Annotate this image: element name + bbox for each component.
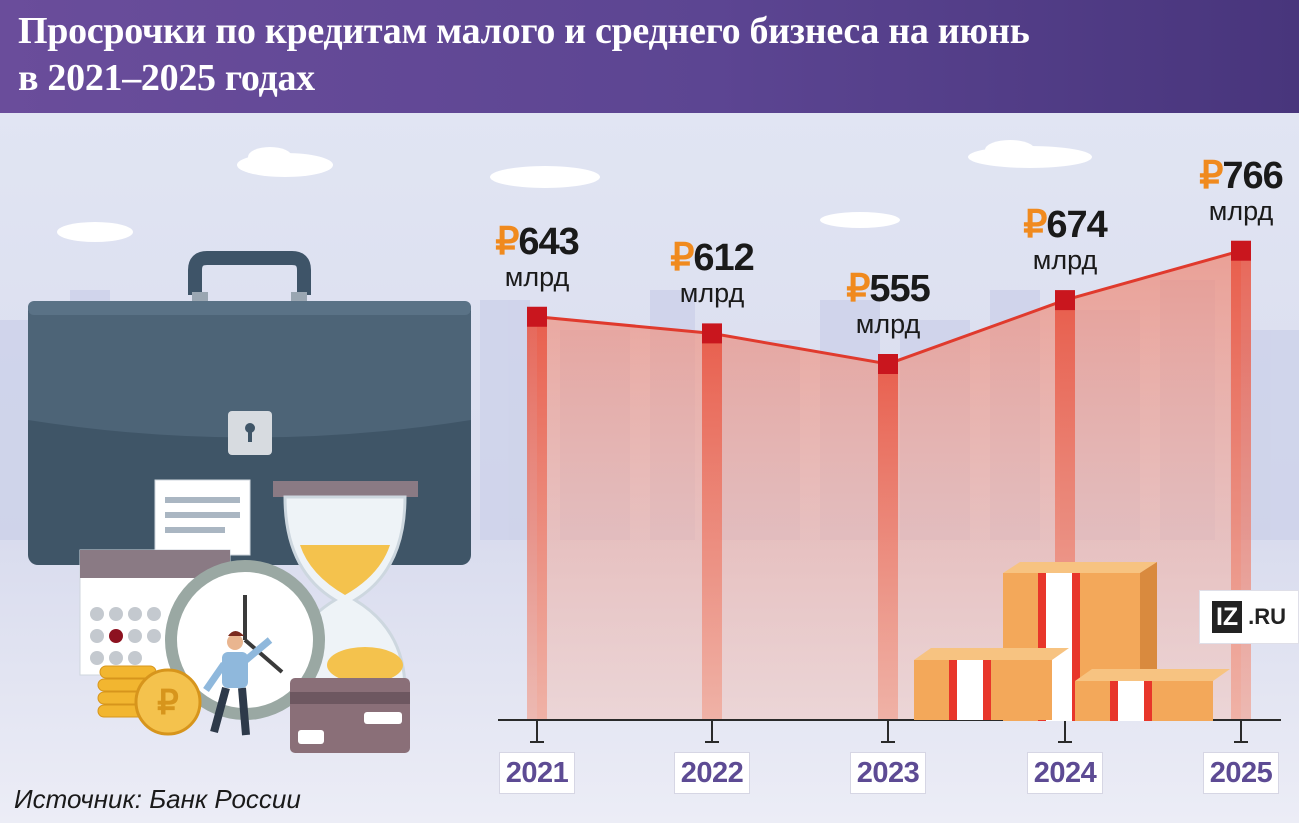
data-label-value: ₽612 — [632, 238, 792, 278]
clock-icon — [165, 560, 325, 720]
data-point-2025 — [1231, 240, 1251, 261]
cash-stacks — [914, 562, 1230, 721]
data-label-number: 612 — [693, 237, 754, 280]
data-label-2024: ₽674 млрд — [985, 205, 1145, 275]
data-label-number: 555 — [869, 268, 930, 310]
value-column-2025 — [1231, 250, 1251, 720]
iz-ru-logo: IZ .RU — [1199, 590, 1299, 644]
data-label-unit: млрд — [679, 278, 745, 309]
ruble-coin-icon: ₽ — [134, 668, 202, 736]
header-banner: Просрочки по кредитам малого и среднего … — [0, 0, 1299, 113]
title-line-1: Просрочки по кредитам малого и среднего … — [18, 10, 1030, 52]
currency-symbol: ₽ — [1023, 204, 1047, 247]
clouds — [57, 140, 1092, 242]
data-label-value: ₽555 — [808, 269, 968, 309]
logo-domain: .RU — [1248, 604, 1287, 629]
value-column-2021 — [527, 316, 547, 720]
logo-mark: IZ — [1211, 601, 1243, 633]
x-tick-label-2025: 2025 — [1203, 752, 1279, 794]
data-label-unit: млрд — [1208, 195, 1274, 226]
currency-symbol: ₽ — [846, 268, 870, 310]
data-label-value: ₽643 — [457, 222, 617, 262]
currency-symbol: ₽ — [1199, 154, 1223, 197]
data-point-2022 — [702, 323, 722, 344]
currency-symbol: ₽ — [495, 220, 519, 263]
svg-text:₽: ₽ — [157, 684, 179, 722]
data-label-2025: ₽766 млрд — [1161, 156, 1299, 226]
data-point-2024 — [1055, 290, 1075, 311]
receipt-icon — [154, 479, 251, 556]
x-tick-label-2022: 2022 — [674, 752, 750, 794]
value-column-2022 — [702, 333, 722, 720]
data-label-2022: ₽612 млрд — [632, 238, 792, 308]
data-label-unit: млрд — [504, 261, 570, 292]
data-point-2021 — [527, 306, 547, 327]
data-label-unit: млрд — [855, 309, 921, 339]
data-label-number: 643 — [518, 220, 579, 263]
data-point-2023 — [878, 354, 898, 374]
data-label-number: 766 — [1222, 154, 1283, 197]
page-title: Просрочки по кредитам малого и среднего … — [18, 8, 1278, 102]
person-illustration — [203, 631, 273, 736]
chart-scene: ₽ — [0, 113, 1299, 823]
data-label-2023: ₽555 млрд — [808, 269, 968, 339]
value-column-2023 — [878, 364, 898, 720]
currency-symbol: ₽ — [670, 237, 694, 280]
data-label-unit: млрд — [1032, 245, 1098, 276]
x-tick-label-2023: 2023 — [850, 752, 926, 794]
data-label-value: ₽766 — [1161, 156, 1299, 196]
x-tick-label-2024: 2024 — [1027, 752, 1103, 794]
data-label-number: 674 — [1046, 204, 1107, 247]
credit-card-icon — [290, 678, 410, 753]
data-label-value: ₽674 — [985, 205, 1145, 245]
source-note: Источник: Банк России — [14, 784, 301, 814]
x-tick-label-2021: 2021 — [499, 752, 575, 794]
title-line-2: в 2021–2025 годах — [18, 57, 315, 99]
data-label-2021: ₽643 млрд — [457, 222, 617, 292]
